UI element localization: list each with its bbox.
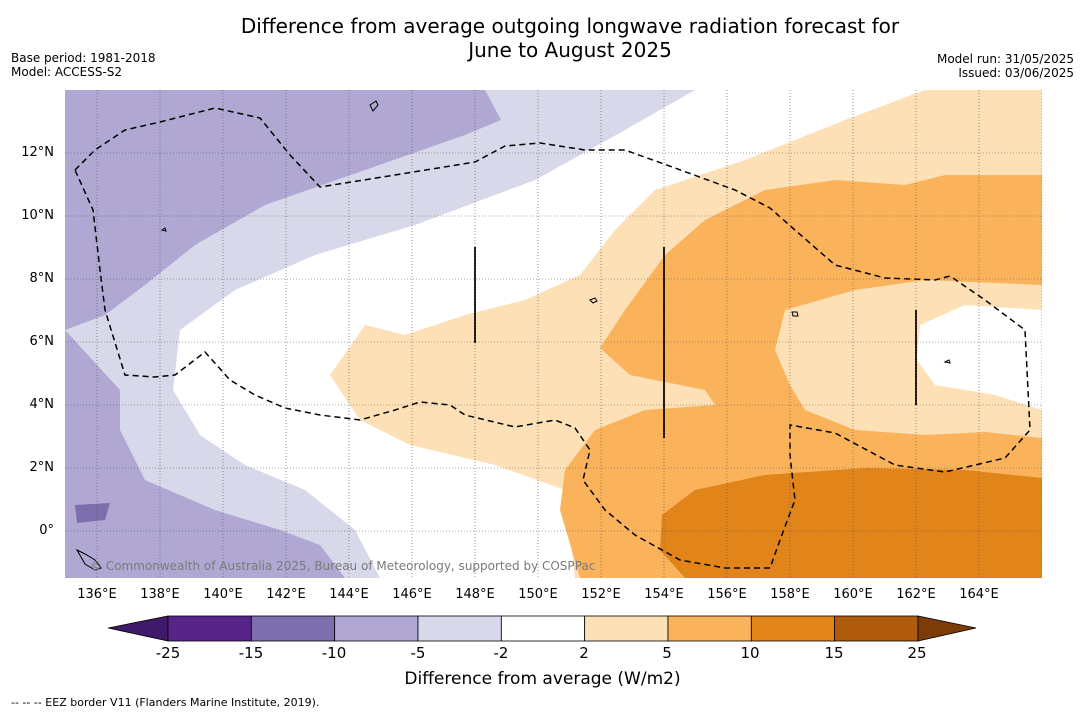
- colorbar-segment: [167, 615, 252, 642]
- title-line-2: June to August 2025: [468, 38, 672, 62]
- lat-label-4n: 4°N: [29, 397, 55, 412]
- lat-label-6n: 6°N: [29, 334, 55, 349]
- lon-label-154e: 154°E: [644, 587, 684, 602]
- colorbar-segment: [500, 615, 586, 642]
- colorbar-segment: [250, 615, 336, 642]
- cbar-tick-6: 5: [662, 644, 672, 662]
- lon-label-142e: 142°E: [266, 587, 306, 602]
- region-purple: [65, 90, 501, 578]
- cbar-tick-4: -2: [493, 644, 509, 662]
- cbar-tick-1: -15: [238, 644, 264, 662]
- copyright-notice: © Commonwealth of Australia 2025, Bureau…: [90, 559, 596, 573]
- lon-label-164e: 164°E: [959, 587, 999, 602]
- lon-label-144e: 144°E: [329, 587, 369, 602]
- cbar-tick-9: 25: [907, 644, 927, 662]
- model-run: Model run: 31/05/2025: [936, 52, 1074, 66]
- lon-label-148e: 148°E: [455, 587, 495, 602]
- eez-footnote: -- -- -- EEZ border V11 (Flanders Marine…: [11, 696, 320, 709]
- colorbar-segment: [834, 615, 919, 642]
- model-name: Model: ACCESS-S2: [11, 65, 123, 79]
- islands: [75, 100, 951, 571]
- map-title: Difference from average outgoing longwav…: [0, 14, 1085, 62]
- eez-border: [74, 107, 1031, 569]
- meta-right: Model run: 31/05/2025 Issued: 03/06/2025: [937, 52, 1074, 80]
- colorbar-segment: [667, 615, 752, 642]
- map-svg: [65, 90, 1042, 578]
- lon-label-136e: 136°E: [77, 587, 117, 602]
- colorbar-segment: [750, 615, 836, 642]
- lon-label-158e: 158°E: [770, 587, 810, 602]
- issued-date: Issued: 03/06/2025: [958, 66, 1074, 80]
- cbar-tick-0: -25: [155, 644, 181, 662]
- colorbar-segments: [167, 615, 919, 642]
- colorbar-label: Difference from average (W/m2): [404, 669, 681, 689]
- colorbar-segment: [584, 615, 669, 642]
- lon-label-162e: 162°E: [896, 587, 936, 602]
- colorbar-segment: [417, 615, 502, 642]
- cbar-tick-2: -10: [321, 644, 347, 662]
- cbar-tick-8: 15: [824, 644, 844, 662]
- lon-label-140e: 140°E: [203, 587, 243, 602]
- lat-label-12n: 12°N: [21, 145, 54, 160]
- region-inner-white: [917, 305, 1042, 410]
- region-dark-purple: [75, 503, 110, 523]
- cbar-tick-3: -5: [410, 644, 426, 662]
- lon-label-156e: 156°E: [707, 587, 747, 602]
- region-dark-orange: [660, 468, 1042, 578]
- map-canvas: [65, 90, 1042, 578]
- colorbar-segment: [334, 615, 419, 642]
- lon-label-160e: 160°E: [833, 587, 873, 602]
- map-grid: [65, 90, 1042, 578]
- lon-label-138e: 138°E: [140, 587, 180, 602]
- colorbar-high-extend: [917, 615, 977, 642]
- lat-label-2n: 2°N: [29, 460, 55, 475]
- cbar-tick-7: 10: [740, 644, 760, 662]
- meta-left: Base period: 1981-2018 Model: ACCESS-S2: [11, 51, 156, 79]
- lon-label-152e: 152°E: [581, 587, 621, 602]
- colorbar-low-extend: [108, 615, 169, 642]
- base-period: Base period: 1981-2018: [11, 51, 156, 65]
- colorbar: [108, 615, 977, 642]
- lon-label-150e: 150°E: [518, 587, 558, 602]
- lat-label-8n: 8°N: [29, 271, 55, 286]
- cbar-tick-5: 2: [579, 644, 589, 662]
- lat-label-0: 0°: [39, 523, 54, 538]
- lat-label-10n: 10°N: [21, 208, 54, 223]
- title-line-1: Difference from average outgoing longwav…: [240, 14, 900, 38]
- lon-label-146e: 146°E: [392, 587, 432, 602]
